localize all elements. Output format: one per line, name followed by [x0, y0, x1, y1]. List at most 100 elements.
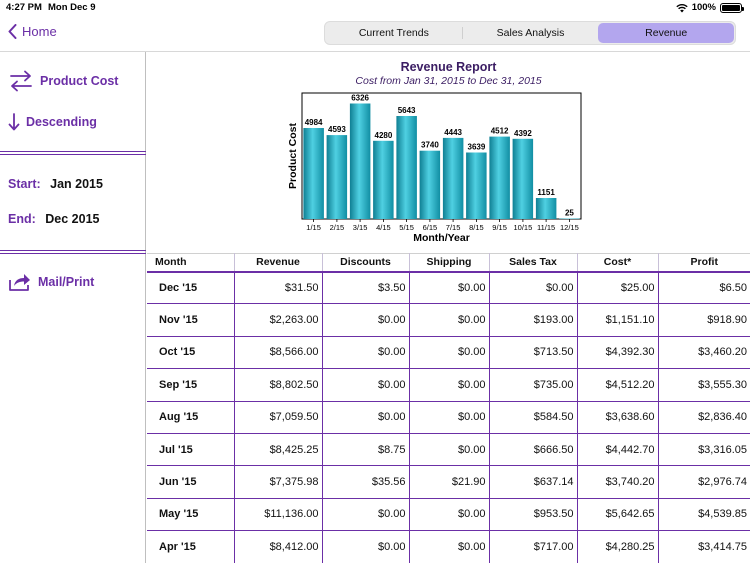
col-discounts[interactable]: Discounts [322, 253, 410, 273]
cell-sales-tax: $735.00 [489, 368, 578, 402]
cell-cost: $4,392.30 [577, 336, 659, 370]
cell-sales-tax: $0.00 [489, 271, 578, 305]
cell-discounts: $35.56 [322, 465, 410, 499]
col-revenue[interactable]: Revenue [234, 253, 323, 273]
start-date-row[interactable]: Start: Jan 2015 [8, 177, 103, 191]
tab-revenue[interactable]: Revenue [598, 23, 735, 43]
table-row[interactable]: Dec '15 $31.50 $3.50 $0.00 $0.00 $25.00 $6.50 [147, 271, 750, 305]
bar-2-15[interactable] [326, 135, 348, 219]
chevron-left-icon [8, 24, 17, 39]
cell-month: Jul '15 [147, 433, 235, 467]
bar-8-15[interactable] [466, 152, 487, 220]
cell-discounts: $0.00 [322, 368, 410, 402]
mail-print-button[interactable]: Mail/Print [8, 272, 94, 292]
cell-sales-tax: $666.50 [489, 433, 578, 467]
nav-bar: Home Current Trends Sales Analysis Reven… [0, 16, 750, 52]
bar-value-label: 6326 [351, 94, 369, 103]
cell-shipping: $0.00 [409, 336, 490, 370]
col-shipping[interactable]: Shipping [409, 253, 490, 273]
bar-value-label: 3740 [421, 141, 439, 150]
cell-shipping: $0.00 [409, 271, 490, 305]
cell-sales-tax: $717.00 [489, 530, 578, 563]
sort-field-label: Product Cost [40, 74, 119, 88]
cell-cost: $3,638.60 [577, 401, 659, 434]
table-row[interactable]: Jul '15 $8,425.25 $8.75 $0.00 $666.50 $4,442.… [147, 433, 750, 467]
sort-field-button[interactable]: Product Cost [8, 70, 118, 92]
bar-12-15[interactable] [559, 218, 580, 220]
bar-value-label: 25 [565, 209, 574, 218]
revenue-chart: Revenue Report Cost from Jan 31, 2015 to… [147, 53, 750, 253]
bar-3-15[interactable] [349, 103, 371, 220]
cell-month: Sep '15 [147, 368, 235, 402]
cell-cost: $1,151.10 [577, 303, 659, 337]
bar-10-15[interactable] [512, 138, 534, 219]
table-row[interactable]: Nov '15 $2,263.00 $0.00 $0.00 $193.00 $1,151.… [147, 303, 750, 337]
bar-5-15[interactable] [396, 116, 417, 219]
cell-sales-tax: $953.50 [489, 498, 578, 532]
col-sales-tax[interactable]: Sales Tax [489, 253, 578, 273]
cell-revenue: $8,802.50 [234, 368, 323, 402]
table-row[interactable]: Jun '15 $7,375.98 $35.56 $21.90 $637.14 $3,74… [147, 465, 750, 499]
x-axis-label: Month/Year [413, 232, 470, 244]
bar-value-label: 1151 [537, 188, 555, 197]
col-month[interactable]: Month [147, 253, 235, 273]
bar-value-label: 3639 [468, 143, 486, 152]
x-tick-label: 7/15 [446, 223, 461, 232]
cell-revenue: $2,263.00 [234, 303, 323, 337]
x-tick-label: 9/15 [492, 223, 507, 232]
cell-month: Dec '15 [147, 271, 235, 305]
bar-1-15[interactable] [303, 128, 324, 219]
chart-subtitle: Cost from Jan 31, 2015 to Dec 31, 2015 [355, 75, 542, 87]
table-row[interactable]: Aug '15 $7,059.50 $0.00 $0.00 $584.50 $3,638.… [147, 401, 750, 434]
x-tick-label: 12/15 [560, 223, 579, 232]
col-profit[interactable]: Profit [658, 253, 750, 273]
table-row[interactable]: Oct '15 $8,566.00 $0.00 $0.00 $713.50 $4,392.… [147, 336, 750, 370]
status-bar: 4:27 PM Mon Dec 9 100% [0, 0, 750, 16]
cell-shipping: $0.00 [409, 368, 490, 402]
cell-profit: $2,836.40 [658, 401, 750, 434]
table-row[interactable]: Sep '15 $8,802.50 $0.00 $0.00 $735.00 $4,512.… [147, 368, 750, 402]
cell-month: May '15 [147, 498, 235, 532]
mail-print-label: Mail/Print [38, 275, 95, 289]
sort-order-button[interactable]: Descending [8, 113, 97, 131]
end-value: Dec 2015 [45, 212, 100, 226]
cell-profit: $3,316.05 [658, 433, 750, 467]
bar-11-15[interactable] [535, 198, 557, 219]
cell-profit: $3,460.20 [658, 336, 750, 370]
cell-shipping: $0.00 [409, 303, 490, 337]
segmented-control: Current Trends Sales Analysis Revenue [324, 21, 736, 45]
cell-discounts: $0.00 [322, 336, 410, 370]
cell-discounts: $3.50 [322, 271, 410, 305]
bar-value-label: 5643 [398, 106, 416, 115]
cell-revenue: $7,375.98 [234, 465, 323, 499]
table-header-row: Month Revenue Discounts Shipping Sales T… [147, 253, 750, 273]
cell-month: Aug '15 [147, 401, 235, 434]
cell-sales-tax: $193.00 [489, 303, 578, 337]
data-table: Month Revenue Discounts Shipping Sales T… [147, 253, 750, 563]
tab-current-trends[interactable]: Current Trends [358, 27, 429, 39]
tab-sales-analysis[interactable]: Sales Analysis [496, 27, 565, 39]
sidebar-divider [0, 250, 146, 254]
bar-7-15[interactable] [442, 137, 464, 219]
x-tick-label: 2/15 [330, 223, 345, 232]
back-button[interactable]: Home [8, 24, 57, 39]
table-row[interactable]: Apr '15 $8,412.00 $0.00 $0.00 $717.00 $4,280.… [147, 530, 750, 563]
bar-9-15[interactable] [489, 136, 510, 219]
cell-discounts: $0.00 [322, 530, 410, 563]
cell-profit: $3,555.30 [658, 368, 750, 402]
x-tick-label: 6/15 [423, 223, 438, 232]
wifi-icon [675, 3, 688, 12]
bar-4-15[interactable] [373, 140, 394, 219]
x-tick-label: 8/15 [469, 223, 484, 232]
start-label: Start: [8, 177, 41, 191]
x-tick-label: 1/15 [306, 223, 321, 232]
bar-value-label: 4512 [491, 127, 509, 136]
col-cost[interactable]: Cost* [577, 253, 659, 273]
segment-separator [461, 27, 463, 39]
bar-6-15[interactable] [419, 150, 441, 219]
x-tick-label: 11/15 [537, 223, 555, 232]
table-row[interactable]: May '15 $11,136.00 $0.00 $0.00 $953.50 $5,642… [147, 498, 750, 532]
end-date-row[interactable]: End: Dec 2015 [8, 212, 99, 226]
cell-shipping: $21.90 [409, 465, 490, 499]
bar-chart: 4984 1/15 4593 2/15 6326 3/15 4280 4/15 5643 5/15… [287, 92, 582, 244]
